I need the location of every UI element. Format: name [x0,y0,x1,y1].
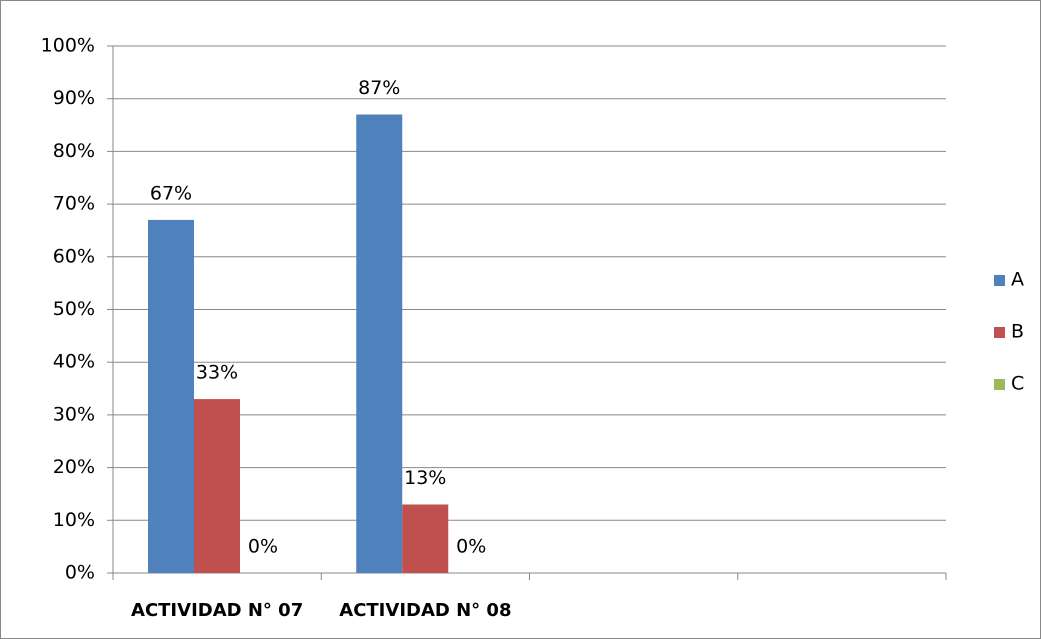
y-tick-label: 20% [53,456,95,478]
legend-swatch [994,379,1005,390]
data-label: 87% [358,77,400,99]
data-label: 0% [248,536,278,558]
y-tick-label: 80% [53,140,95,162]
legend-label: A [1011,269,1024,291]
legend-swatch [994,327,1005,338]
data-label: 0% [456,536,486,558]
bar [194,399,240,573]
y-tick-label: 50% [53,298,95,320]
data-label: 67% [150,182,192,204]
bar [402,504,449,573]
legend-label: B [1011,321,1024,343]
y-tick-label: 70% [53,193,95,215]
x-tick-label: ACTIVIDAD N° 08 [339,600,511,621]
y-tick-label: 100% [41,35,95,57]
y-tick-label: 60% [53,245,95,267]
y-tick-label: 40% [53,351,95,373]
data-label: 13% [404,467,446,489]
bar [148,219,194,573]
x-tick-label: ACTIVIDAD N° 07 [131,600,303,621]
data-label: 33% [196,362,238,384]
y-tick-label: 90% [53,87,95,109]
y-tick-label: 0% [65,562,95,584]
legend-label: C [1011,373,1024,395]
legend-swatch [994,275,1005,286]
y-tick-label: 30% [53,403,95,425]
y-tick-label: 10% [53,509,95,531]
bar [356,114,403,573]
